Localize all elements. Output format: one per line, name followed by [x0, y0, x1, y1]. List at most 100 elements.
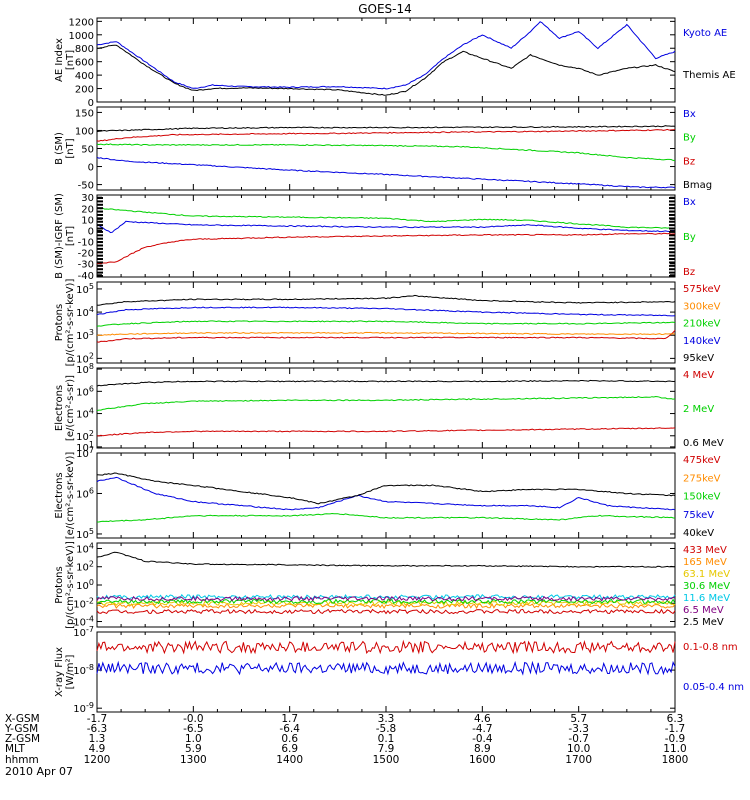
- legend-433-mev: 433 MeV: [683, 545, 727, 556]
- y-tick-label: 10-2: [73, 596, 94, 610]
- quality-flag: [97, 268, 103, 271]
- quality-flag: [669, 197, 675, 199]
- panel-frame: [96, 452, 676, 539]
- y-tick-label: -40: [78, 271, 94, 282]
- legend-210kev: 210keV: [683, 319, 721, 330]
- y-tick-label: -30: [78, 260, 94, 271]
- y-tick-label: -50: [78, 181, 94, 192]
- quality-flag: [97, 224, 103, 227]
- quality-flag: [97, 234, 103, 237]
- y-axis-label: [p/(cm²-s-sr-keV)]: [65, 541, 76, 629]
- y-tick-label: 20: [81, 204, 94, 215]
- series-line: [96, 395, 676, 412]
- y-tick-label: 1000: [69, 31, 94, 42]
- quality-flag: [97, 244, 103, 247]
- legend-95kev: 95keV: [683, 353, 714, 364]
- quality-flag: [97, 203, 103, 206]
- legend-63-1-mev: 63.1 MeV: [683, 569, 730, 580]
- quality-flag: [669, 227, 675, 230]
- quality-flag: [669, 261, 675, 264]
- y-tick-label: 600: [75, 58, 94, 69]
- panel-electrons_kev: 107 106 105 Electrons [e/(cm²-s-sr-keV)] 475k…: [54, 446, 721, 541]
- series-line: [96, 125, 676, 133]
- footer-value: 0.1: [378, 733, 395, 745]
- panel-frame: [96, 631, 676, 713]
- quality-flag: [97, 197, 103, 199]
- footer-value: 6.9: [281, 743, 298, 755]
- y-tick-label: 103: [76, 328, 94, 342]
- legend-11-6-mev: 11.6 MeV: [683, 593, 730, 604]
- quality-flag: [669, 268, 675, 271]
- series-line: [96, 329, 676, 343]
- y-tick-label: 105: [76, 282, 94, 296]
- footer-row-label: Z-GSM: [5, 733, 40, 745]
- y-tick-label: 105: [76, 527, 94, 541]
- series-line: [96, 379, 676, 387]
- legend-bz: Bz: [683, 267, 695, 278]
- quality-flag: [97, 217, 103, 220]
- legend-165-mev: 165 MeV: [683, 557, 727, 568]
- chart-title: GOES-14: [358, 2, 412, 16]
- quality-flag: [97, 264, 103, 267]
- y-axis-label: Electrons: [54, 472, 65, 518]
- footer-value: -1.7: [665, 723, 686, 735]
- y-tick-label: 108: [76, 362, 94, 376]
- y-axis-label: [nT]: [65, 50, 76, 70]
- quality-flag: [669, 213, 675, 216]
- footer-value: 1600: [469, 754, 496, 766]
- quality-flag: [669, 210, 675, 213]
- legend-by: By: [683, 232, 696, 243]
- y-tick-label: 10: [81, 215, 94, 226]
- y-tick-label: 100: [76, 578, 94, 592]
- footer-value: 1200: [84, 754, 111, 766]
- quality-flag: [669, 271, 675, 274]
- footer-value: -5.8: [376, 723, 397, 735]
- quality-flag: [669, 217, 675, 220]
- y-axis-label: Protons: [54, 566, 65, 603]
- quality-flag: [97, 258, 103, 261]
- series-line: [96, 220, 676, 234]
- legend-6-5-mev: 6.5 MeV: [683, 605, 724, 616]
- y-tick-label: 1200: [69, 17, 94, 28]
- quality-flag: [97, 271, 103, 274]
- series-line: [96, 602, 676, 610]
- y-tick-label: 104: [76, 407, 94, 421]
- orbit-footer: X-GSM -1.7 -0.0 1.7 3.3 4.6 5.7 6.3 Y-GSM -6.3 -6.…: [4, 713, 688, 766]
- quality-flag: [97, 254, 103, 257]
- y-axis-label: Electrons: [54, 385, 65, 431]
- series-line: [96, 551, 676, 568]
- footer-date: 2010 Apr 07: [5, 765, 73, 778]
- series-line: [96, 320, 676, 327]
- footer-value: 5.7: [570, 713, 587, 725]
- legend-by: By: [683, 133, 696, 144]
- legend-bmag: Bmag: [683, 180, 712, 191]
- footer-value: 10.0: [567, 743, 590, 755]
- series-line: [96, 44, 676, 96]
- legend-bx: Bx: [683, 197, 696, 208]
- series-line: [96, 143, 676, 161]
- footer-value: 4.6: [474, 713, 491, 725]
- series-line: [96, 472, 676, 505]
- legend-150kev: 150keV: [683, 492, 721, 503]
- series-line: [96, 427, 676, 437]
- footer-value: 1700: [565, 754, 592, 766]
- series-line: [96, 598, 676, 605]
- series-line: [96, 128, 676, 142]
- quality-flag: [669, 251, 675, 254]
- footer-value: 1300: [180, 754, 207, 766]
- y-axis-label: B (SM): [54, 132, 65, 165]
- series-line: [96, 331, 676, 337]
- legend-4-mev: 4 MeV: [683, 370, 714, 381]
- series-line: [96, 306, 676, 317]
- quality-flag: [669, 234, 675, 237]
- y-axis-label: [nT]: [65, 138, 76, 158]
- footer-value: 3.3: [378, 713, 395, 725]
- footer-value: 5.9: [185, 743, 202, 755]
- footer-row-label: Y-GSM: [4, 723, 38, 735]
- quality-flag: [97, 261, 103, 264]
- y-tick-label: -10: [78, 238, 94, 249]
- quality-flag: [97, 220, 103, 223]
- series-line: [96, 21, 676, 90]
- y-tick-label: -20: [78, 249, 94, 260]
- quality-flag: [97, 210, 103, 213]
